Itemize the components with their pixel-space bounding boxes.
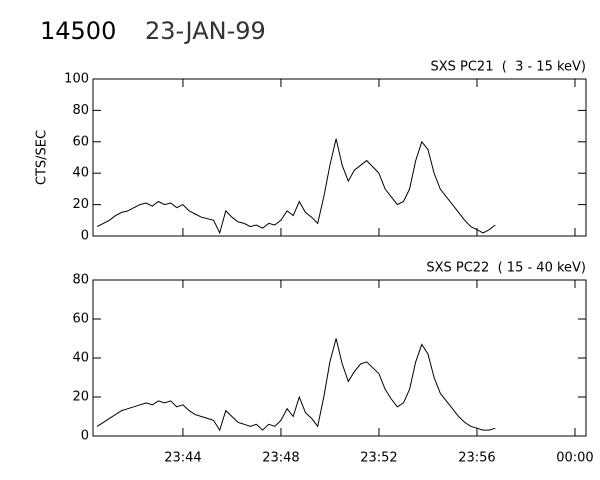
y-tick-label: 100 (64, 72, 89, 87)
x-tick-label: 23:52 (360, 451, 397, 466)
y-tick-label: 0 (81, 229, 89, 244)
data-line (96, 138, 496, 235)
plot-date: 23-JAN-99 (145, 17, 266, 45)
y-tick-label: 40 (72, 351, 89, 366)
plot-frame (92, 78, 587, 237)
data-line (96, 338, 496, 432)
y-tick-label: 80 (72, 103, 89, 118)
y-tick-label: 60 (72, 312, 89, 327)
x-tick-label: 23:44 (164, 451, 201, 466)
plot-title: 14500 (40, 17, 116, 45)
plot-frame (92, 279, 587, 437)
y-tick-label: 80 (72, 273, 89, 288)
y-tick-label: 20 (72, 197, 89, 212)
x-tick-label: 23:56 (458, 451, 495, 466)
x-tick-label: 00:00 (556, 451, 593, 466)
y-tick-label: 20 (72, 390, 89, 405)
panel-title: SXS PC22 ( 15 - 40 keV) (426, 261, 586, 276)
x-tick-label: 23:48 (262, 451, 299, 466)
y-tick-label: 40 (72, 166, 89, 181)
panel-title: SXS PC21 ( 3 - 15 keV) (430, 60, 586, 75)
y-axis-label: CTS/SEC (35, 130, 50, 185)
y-tick-label: 0 (81, 429, 89, 444)
y-tick-label: 60 (72, 134, 89, 149)
